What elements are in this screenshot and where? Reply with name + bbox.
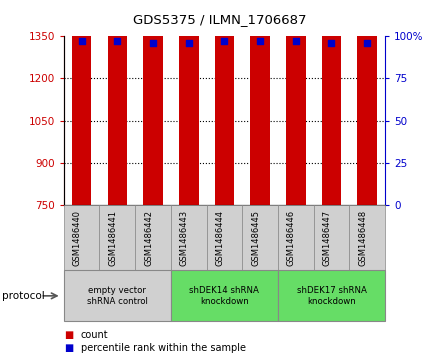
Text: GSM1486440: GSM1486440 [73,210,82,266]
Bar [250,0,270,205]
Bar [143,0,163,205]
Text: protocol: protocol [2,291,45,301]
Text: GSM1486444: GSM1486444 [216,210,224,266]
Text: empty vector
shRNA control: empty vector shRNA control [87,286,148,306]
Text: ■: ■ [64,330,73,340]
Text: percentile rank within the sample: percentile rank within the sample [81,343,246,354]
Point [257,38,264,44]
Text: GSM1486446: GSM1486446 [287,210,296,266]
Point [150,40,157,46]
Point [185,40,192,46]
Point [292,38,299,44]
Text: count: count [81,330,108,340]
Text: GSM1486441: GSM1486441 [108,210,117,266]
Point [221,38,228,44]
Bar [215,0,234,205]
Text: GDS5375 / ILMN_1706687: GDS5375 / ILMN_1706687 [133,13,307,26]
Text: GSM1486447: GSM1486447 [323,210,331,266]
Text: GSM1486442: GSM1486442 [144,210,153,266]
Text: GSM1486448: GSM1486448 [358,210,367,266]
Point [328,40,335,46]
Point [78,38,85,44]
Bar [179,0,198,205]
Bar [286,0,306,205]
Point [114,38,121,44]
Text: shDEK17 shRNA
knockdown: shDEK17 shRNA knockdown [297,286,367,306]
Bar [72,0,92,205]
Point [363,40,370,46]
Bar [322,0,341,205]
Text: GSM1486443: GSM1486443 [180,210,189,266]
Bar [107,0,127,205]
Bar [357,0,377,205]
Text: shDEK14 shRNA
knockdown: shDEK14 shRNA knockdown [190,286,259,306]
Text: GSM1486445: GSM1486445 [251,210,260,266]
Text: ■: ■ [64,343,73,354]
